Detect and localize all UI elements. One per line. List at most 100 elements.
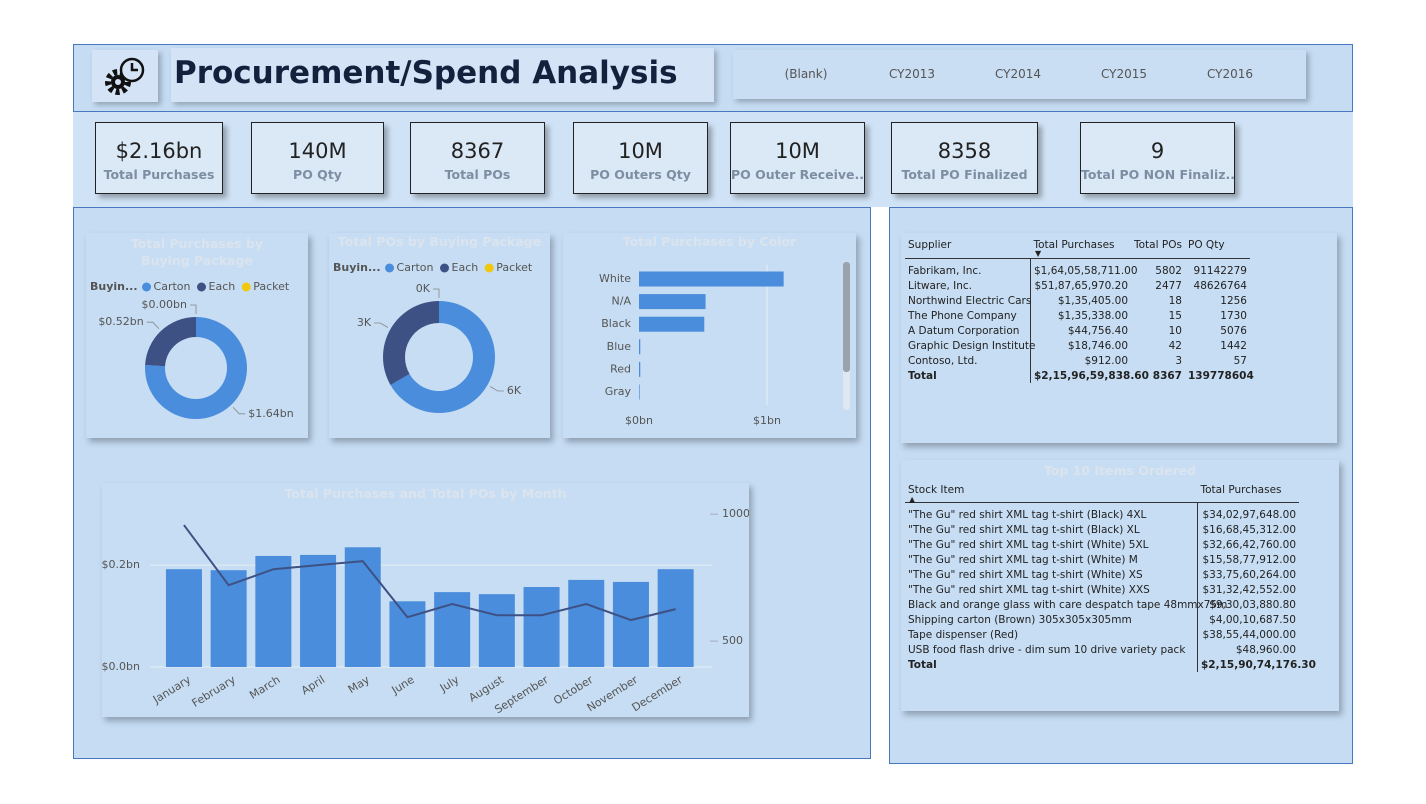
table-row-cell: $51,87,65,970.20 [1034,279,1128,292]
kpi-band: $2.16bn Total Purchases 140M PO Qty 8367 Tota… [73,112,1353,207]
data-label: 3K [357,316,372,329]
table-title: Top 10 Items Ordered [1043,463,1197,478]
legend-label: Packet [496,261,533,274]
chart: $0bn $1bn White N/A Black Blue Red Gray [599,262,850,427]
total-row-cell: 8367 [1152,369,1182,382]
table-row-cell: Tape dispenser (Red) [905,627,1198,642]
bar [344,547,381,667]
kpi-card: 8358 Total PO Finalized [891,122,1038,194]
table-row-cell: $33,75,60,264.00 [1202,568,1296,581]
chart-title: Total Purchases by Color [622,234,797,249]
kpi-label: PO Outers Qty [590,167,691,182]
sort-indicator: ▼ [1035,249,1042,258]
table-row-cell: Litware, Inc. [905,278,1031,293]
table-row: "The Gu" red shirt XML tag t-shirt (Whit… [905,537,1299,552]
table-row-cell: Northwind Electric Cars [905,293,1031,308]
supplier-table-card: Supplier Total Purchases Total POs PO Qty Fa… [901,233,1337,443]
table-row-cell: $34,02,97,648.00 [1202,508,1296,521]
table-row-cell: $1,64,05,58,711.00 [1034,264,1138,277]
slicer-item[interactable]: CY2013 [888,67,936,81]
column-header: Total Purchases [1030,239,1131,259]
slicer-item[interactable]: CY2015 [1100,67,1148,81]
leader-line [433,288,440,298]
data-table: Stock Item Total Purchases "The Gu" red sh… [905,484,1316,672]
table-row: The Phone Company $1,35,338.00 15 1730 [905,308,1250,323]
table-row-cell: $9,30,03,880.80 [1209,598,1296,611]
kpi-value: 10M [775,139,820,163]
kpi-label: Total POs [444,167,511,182]
x-tick-label: July [437,673,462,695]
bar [568,579,605,667]
table-row-cell: 57 [1233,354,1247,367]
chart-title: Total POs by Buying Package [337,234,542,249]
column-header: PO Qty [1185,239,1250,259]
kpi-card: 10M PO Outers Qty [573,122,708,194]
line [183,524,676,622]
column-header: Total POs [1131,239,1185,259]
data-table: Supplier Total Purchases Total POs PO Qty Fa… [905,239,1254,383]
table-row-cell: "The Gu" red shirt XML tag t-shirt (Blac… [905,502,1198,522]
kpi-card: 9 Total PO NON Finaliz... [1080,122,1235,194]
y-tick-label: Blue [607,340,632,353]
legend-marker [241,282,251,292]
table-row-cell: 5802 [1155,264,1182,277]
total-row-cell: $2,15,96,59,838.60 [1034,369,1149,382]
donut-slice [145,317,196,367]
kpi-card: 10M PO Outer Receive... [730,122,865,194]
table-row-cell: $32,66,42,760.00 [1202,538,1296,551]
table-row: Litware, Inc. $51,87,65,970.20 2477 4862676… [905,278,1250,293]
table-row-cell: 5076 [1220,324,1247,337]
total-row: Total $2,15,96,59,838.60 8367 139778604 [905,368,1254,383]
y-tick-label: Red [610,362,631,375]
y2-tick-label: 1000 [722,507,749,520]
donut-slice [383,301,439,385]
column-header: Total Purchases [1197,484,1299,503]
kpi-label: Total PO NON Finaliz... [1081,167,1234,182]
leader-line [190,304,197,314]
table-row: Graphic Design Institute $18,746.00 42 1442 [905,338,1250,353]
bar [639,294,706,310]
table-row-cell: 42 [1168,339,1182,352]
total-row-cell: Total [905,368,1031,383]
legend-label: Packet [253,280,290,293]
chart-card: $0.0bn $0.2bn 500 1000 January February March A… [102,483,749,717]
table-row: USB food flash drive - dim sum 10 drive … [905,642,1299,657]
bar [639,271,784,287]
legend-title: Buyin... [333,261,381,274]
kpi-label: PO Qty [293,167,342,182]
legend-label: Each [209,280,236,293]
page-title: Procurement/Spend Analysis [174,55,678,91]
table-row-cell: "The Gu" red shirt XML tag t-shirt (Whit… [905,552,1198,567]
slicer-item[interactable]: (Blank) [784,67,828,81]
table-row-cell: 2477 [1155,279,1182,292]
kpi-label: Total PO Finalized [901,167,1028,182]
chart-card: Buyin... Carton Each Packet 6K 3K 0K Total POs … [329,233,550,438]
logo-box [92,50,158,102]
bar [478,594,515,667]
bar [210,570,247,667]
table-row: "The Gu" red shirt XML tag t-shirt (Blac… [905,522,1299,537]
total-row-cell: Total [905,657,1198,672]
table-row-cell: $912.00 [1084,354,1128,367]
kpi-label: Total Purchases [103,167,215,182]
chart: Buyin... Carton Each Packet 6K 3K 0K [333,261,533,413]
bar [255,555,292,667]
bar [639,384,640,400]
bar [389,601,426,667]
total-row-cell: $2,15,90,74,176.30 [1201,658,1316,671]
table-row-cell: 1256 [1220,294,1247,307]
scrollbar-thumb [843,262,850,372]
slicer-item[interactable]: CY2014 [994,67,1042,81]
table-row-cell: 1730 [1220,309,1247,322]
y2-tick-label: 500 [722,634,743,647]
bar [639,316,705,332]
table-row-cell: A Datum Corporation [905,323,1031,338]
slicer-item[interactable]: CY2016 [1206,67,1254,81]
kpi-value: 140M [288,139,347,163]
legend-marker [440,263,449,273]
table-row-cell: 3 [1175,354,1182,367]
table-row-cell: "The Gu" red shirt XML tag t-shirt (Whit… [905,582,1198,597]
table-row-cell: $4,00,10,687.50 [1209,613,1296,626]
bar [639,339,641,355]
kpi-label: PO Outer Receive... [731,167,864,182]
